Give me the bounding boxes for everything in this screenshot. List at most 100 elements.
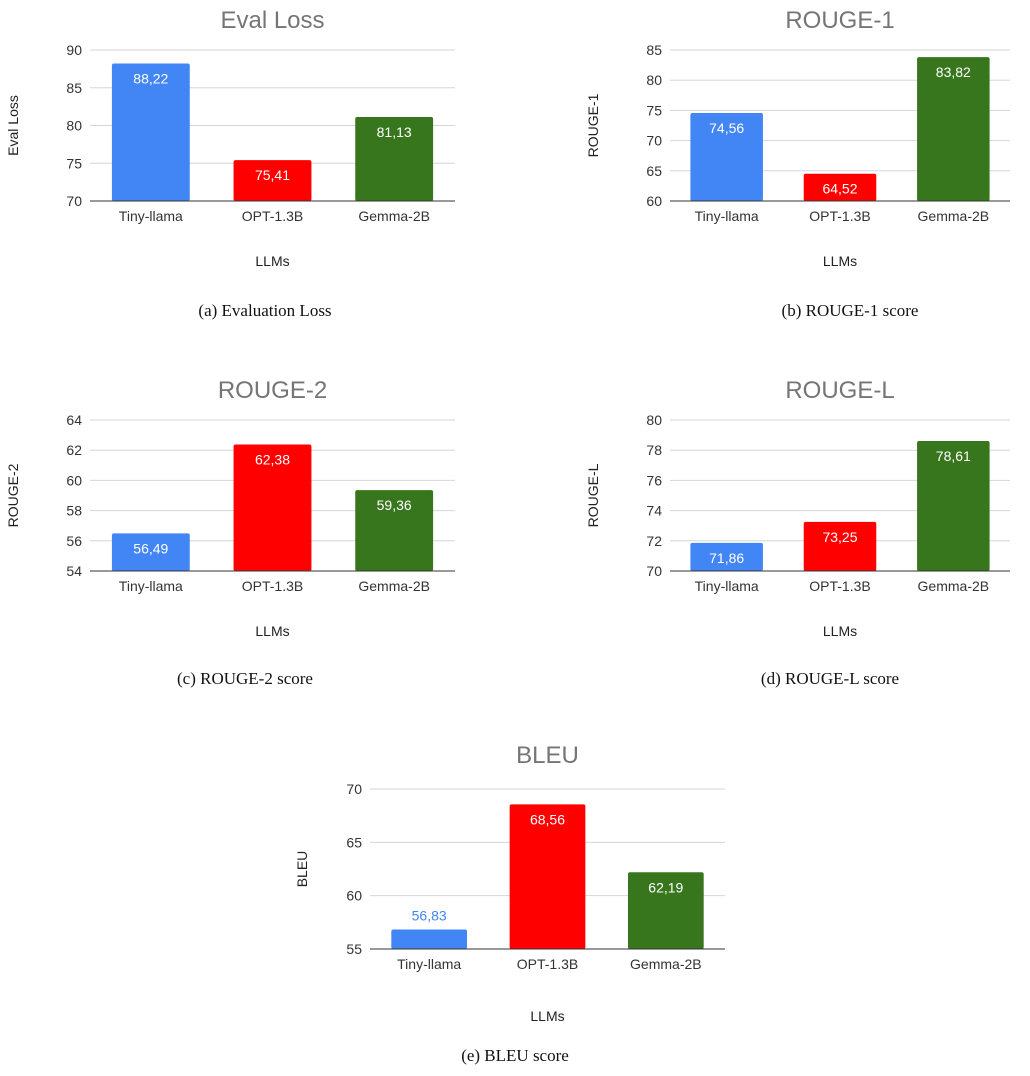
y-tick-label: 74 xyxy=(646,503,662,519)
rouge-1-chart: ROUGE-1 60 65 70 75 80 85 74,56 Tiny-llama 64,52 O… xyxy=(585,7,1010,269)
x-axis-label: LLMs xyxy=(255,623,289,639)
x-tick-label: Gemma-2B xyxy=(358,208,430,224)
y-tick-label: 76 xyxy=(646,472,662,488)
chart-title: Eval Loss xyxy=(220,7,324,34)
bar-gemma-2b xyxy=(917,440,990,571)
data-label: 71,86 xyxy=(709,550,744,566)
x-axis-label: LLMs xyxy=(823,623,857,639)
data-label: 74,56 xyxy=(709,120,744,136)
data-label: 56,49 xyxy=(133,540,168,556)
caption-rouge-1: (b) ROUGE-1 score xyxy=(781,301,919,320)
y-tick-label: 58 xyxy=(66,503,82,519)
y-tick-label: 85 xyxy=(66,80,82,96)
y-tick-label: 70 xyxy=(646,133,662,149)
y-tick-label: 70 xyxy=(646,563,662,579)
chart-title: BLEU xyxy=(516,742,579,769)
y-tick-label: 60 xyxy=(646,193,662,209)
x-tick-label: OPT-1.3B xyxy=(242,208,303,224)
bar-gemma-2b xyxy=(355,490,434,571)
chart-panel-rouge-2: ROUGE-2 54 56 58 60 62 64 56,49 Tiny-llama 62,38 O… xyxy=(0,370,480,650)
x-tick-label: Tiny-llama xyxy=(695,208,759,224)
chart-title: ROUGE-L xyxy=(785,377,894,404)
y-tick-label: 54 xyxy=(66,563,82,579)
data-label: 75,41 xyxy=(255,167,290,183)
bar-opt-1-3b xyxy=(233,444,312,571)
chart-panel-rouge-l: ROUGE-L 70 72 74 76 78 80 71,86 Tiny-llama 73,25 O… xyxy=(570,370,1030,650)
bar-tiny-llama xyxy=(690,113,763,201)
data-label: 62,38 xyxy=(255,451,290,467)
bar-gemma-2b xyxy=(917,57,990,202)
data-label: 83,82 xyxy=(936,64,971,80)
y-tick-label: 64 xyxy=(66,412,82,428)
y-tick-label: 80 xyxy=(66,118,82,134)
y-tick-label: 56 xyxy=(66,533,82,549)
bar-opt-1-3b xyxy=(803,521,877,571)
x-tick-label: OPT-1.3B xyxy=(242,578,303,594)
bar-tiny-llama xyxy=(391,929,468,949)
chart-panel-rouge-1: ROUGE-1 60 65 70 75 80 85 74,56 Tiny-llama 64,52 O… xyxy=(570,0,1030,280)
x-tick-label: Gemma-2B xyxy=(918,578,990,594)
y-tick-label: 60 xyxy=(66,472,82,488)
x-tick-label: Tiny-llama xyxy=(119,578,183,594)
x-tick-label: OPT-1.3B xyxy=(517,956,578,972)
y-tick-label: 75 xyxy=(646,102,662,118)
caption-eval-loss: (a) Evaluation Loss xyxy=(198,301,332,320)
y-tick-label: 75 xyxy=(66,155,82,171)
caption-rouge-l: (d) ROUGE-L score xyxy=(760,669,900,688)
y-tick-label: 62 xyxy=(66,442,82,458)
x-tick-label: Gemma-2B xyxy=(918,208,990,224)
x-tick-label: Gemma-2B xyxy=(630,956,702,972)
y-tick-label: 65 xyxy=(346,834,362,850)
data-label: 88,22 xyxy=(133,70,168,86)
bar-tiny-llama xyxy=(111,533,190,571)
x-tick-label: Gemma-2B xyxy=(358,578,430,594)
eval-loss-chart: Eval Loss 70 75 80 85 90 88,22 Tiny-llama 75,41 O… xyxy=(5,7,455,269)
data-label: 68,56 xyxy=(530,811,565,827)
y-tick-label: 60 xyxy=(346,888,362,904)
bar-gemma-2b xyxy=(355,116,434,201)
data-label: 81,13 xyxy=(377,124,412,140)
y-tick-label: 55 xyxy=(346,941,362,957)
x-axis-label: LLMs xyxy=(530,1008,564,1024)
y-axis-label: ROUGE-2 xyxy=(5,463,21,527)
x-tick-label: Tiny-llama xyxy=(397,956,461,972)
y-tick-label: 65 xyxy=(646,163,662,179)
y-tick-label: 85 xyxy=(646,42,662,58)
y-tick-label: 78 xyxy=(646,442,662,458)
y-tick-label: 70 xyxy=(66,193,82,209)
y-tick-label: 72 xyxy=(646,533,662,549)
x-tick-label: OPT-1.3B xyxy=(809,578,870,594)
x-tick-label: Tiny-llama xyxy=(119,208,183,224)
y-tick-label: 90 xyxy=(66,42,82,58)
bar-gemma-2b xyxy=(627,872,704,949)
chart-panel-bleu: BLEU 55 60 65 70 56,83 Tiny-llama 68,56 OPT-1.3B… xyxy=(285,735,745,1035)
x-axis-label: LLMs xyxy=(823,253,857,269)
bleu-chart: BLEU 55 60 65 70 56,83 Tiny-llama 68,56 OPT-1.3B… xyxy=(294,742,725,1024)
chart-title: ROUGE-2 xyxy=(218,377,327,404)
x-tick-label: Tiny-llama xyxy=(695,578,759,594)
data-label: 56,83 xyxy=(412,907,447,923)
y-axis-label: ROUGE-L xyxy=(585,463,601,527)
bar-tiny-llama xyxy=(690,542,763,571)
caption-bleu: (e) BLEU score xyxy=(461,1046,569,1065)
x-tick-label: OPT-1.3B xyxy=(809,208,870,224)
bar-opt-1-3b xyxy=(509,804,586,949)
data-label: 59,36 xyxy=(377,497,412,513)
data-label: 73,25 xyxy=(822,529,857,545)
chart-panel-eval-loss: Eval Loss 70 75 80 85 90 88,22 Tiny-llama 75,41 O… xyxy=(0,0,480,280)
data-label: 64,52 xyxy=(822,181,857,197)
y-tick-label: 70 xyxy=(346,781,362,797)
bar-opt-1-3b xyxy=(233,160,312,201)
bar-opt-1-3b xyxy=(803,173,877,201)
data-label: 78,61 xyxy=(936,448,971,464)
y-axis-label: BLEU xyxy=(294,851,310,888)
y-axis-label: Eval Loss xyxy=(5,95,21,156)
x-axis-label: LLMs xyxy=(255,253,289,269)
y-tick-label: 80 xyxy=(646,72,662,88)
caption-rouge-2: (c) ROUGE-2 score xyxy=(177,669,313,688)
rouge-2-chart: ROUGE-2 54 56 58 60 62 64 56,49 Tiny-llama 62,38 O… xyxy=(5,377,455,639)
chart-title: ROUGE-1 xyxy=(785,7,894,34)
bar-tiny-llama xyxy=(111,63,190,202)
y-tick-label: 80 xyxy=(646,412,662,428)
y-axis-label: ROUGE-1 xyxy=(585,93,601,157)
